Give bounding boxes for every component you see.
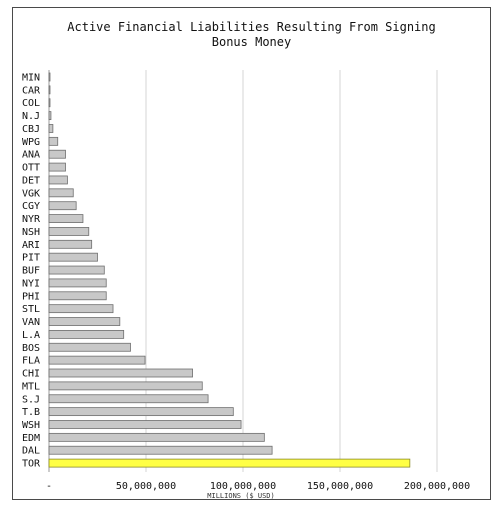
x-axis-label: MILLIONS ($ USD): [207, 492, 274, 500]
bar-nsh: [48, 227, 90, 236]
bar-chi: [48, 368, 193, 378]
category-label: VGK: [22, 188, 40, 199]
bar-det: [48, 175, 68, 185]
category-label: CBJ: [22, 124, 40, 135]
category-label: EDM: [22, 433, 40, 444]
category-label: S.J: [22, 394, 40, 405]
bar-fla: [48, 355, 146, 365]
x-tick-label: 200,000,000: [404, 481, 470, 492]
category-label: NYI: [22, 278, 40, 289]
category-label: L.A: [22, 330, 40, 341]
category-label: VAN: [22, 317, 40, 328]
category-label: DAL: [22, 446, 40, 457]
category-label: BOS: [22, 343, 40, 354]
bar-ana: [48, 149, 66, 159]
category-label: STL: [22, 304, 40, 315]
category-label: CGY: [22, 201, 40, 212]
category-label: FLA: [22, 356, 40, 367]
category-label: PIT: [22, 253, 40, 264]
bar-bos: [48, 342, 131, 352]
bar-tor: [48, 458, 411, 468]
bar-stl: [48, 304, 114, 314]
grid-lines: [48, 70, 438, 472]
bar-van: [48, 317, 121, 326]
bar-nyi: [48, 278, 107, 288]
chart-title-line-1: Active Financial Liabilities Resulting F…: [67, 20, 436, 34]
category-label: OTT: [22, 163, 40, 174]
bar-buf: [48, 265, 105, 275]
category-label: MTL: [22, 381, 40, 392]
x-tick-label: 150,000,000: [307, 481, 373, 492]
x-tick-label: -: [46, 481, 52, 492]
bars: [48, 72, 411, 468]
x-tick-label: 50,000,000: [116, 481, 176, 492]
category-label: BUF: [22, 266, 40, 277]
bar-la: [48, 329, 125, 339]
bar-min: [48, 72, 51, 82]
category-label: ARI: [22, 240, 40, 251]
category-label: COL: [22, 98, 40, 109]
category-label: MIN: [22, 73, 40, 84]
chart-title-line-2: Bonus Money: [211, 35, 292, 49]
bar-tb: [48, 407, 234, 417]
bar-col: [48, 98, 51, 108]
category-label: DET: [22, 175, 40, 186]
bar-sj: [48, 394, 209, 404]
category-label: NYR: [22, 214, 41, 225]
bar-dal: [48, 445, 273, 455]
bar-vgk: [48, 188, 74, 198]
category-label: N.J: [22, 111, 40, 122]
category-label: WPG: [22, 137, 40, 148]
bar-nyr: [48, 214, 84, 223]
bar-pit: [48, 252, 98, 262]
bar-edm: [48, 432, 265, 442]
bar-car: [48, 85, 51, 95]
bar-mtl: [48, 381, 203, 391]
bar-ari: [48, 239, 93, 249]
bar-cbj: [48, 124, 54, 133]
category-label: CHI: [22, 369, 40, 380]
x-tick-label: 100,000,000: [210, 481, 276, 492]
category-label: TOR: [22, 459, 41, 470]
bar-cgy: [48, 201, 77, 211]
category-label: CAR: [22, 85, 41, 96]
category-label: NSH: [22, 227, 40, 238]
bar-phi: [48, 291, 107, 301]
category-label: T.B: [22, 407, 40, 418]
category-label: PHI: [22, 291, 40, 302]
category-label: ANA: [22, 150, 40, 161]
category-label: WSH: [22, 420, 40, 431]
bar-wsh: [48, 420, 242, 429]
bar-wpg: [48, 136, 59, 146]
bar-ott: [48, 162, 66, 172]
chart-title: Active Financial Liabilities Resulting F…: [13, 20, 490, 50]
x-tick-labels: - 50,000,000 100,000,000 150,000,000 200,000…: [46, 481, 470, 492]
bar-nj: [48, 111, 52, 121]
